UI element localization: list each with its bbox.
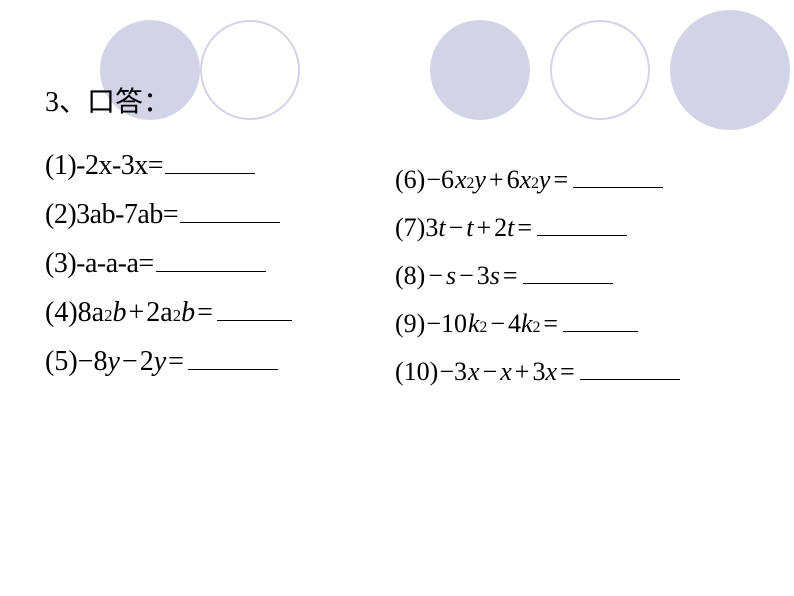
q3-blank [156, 271, 266, 272]
q6-var3: x [520, 165, 532, 195]
q1-number: (1) [45, 150, 76, 182]
decorative-circle-4 [550, 20, 650, 120]
question-5: (5)−8y−2y= [45, 346, 292, 378]
q5-var2: y [154, 346, 166, 378]
q6-coef2: 6 [507, 165, 520, 195]
question-7: (7)3t−t+2t= [395, 213, 680, 243]
question-6: (6)−6x2y+6x2y= [395, 165, 680, 195]
left-column: (1)-2x-3x= (2)3ab-7ab= (3)-a-a-a= (4)8a2… [45, 150, 292, 395]
q7-number: (7) [395, 213, 425, 243]
q5-var1: y [107, 346, 119, 378]
question-3: (3)-a-a-a= [45, 248, 292, 280]
q8-var1: s [446, 261, 456, 291]
q5-coef2: 2 [140, 346, 154, 378]
q6-blank [573, 187, 663, 188]
q9-blank [563, 331, 638, 332]
q10-var2: x [500, 357, 512, 387]
q6-var4: y [539, 165, 551, 195]
q1-blank [165, 173, 255, 174]
q9-var1: k [468, 309, 480, 339]
q5-minus: − [120, 346, 140, 378]
decorative-circle-3 [430, 20, 530, 120]
q4-coef2: 2a [146, 297, 172, 329]
q8-var2: s [490, 261, 500, 291]
q7-blank [537, 235, 627, 236]
q5-eq: = [166, 346, 186, 378]
q2-blank [180, 222, 280, 223]
q3-number: (3) [45, 248, 76, 280]
question-10: (10)−3x−x+3x= [395, 357, 680, 387]
q2-number: (2) [45, 199, 76, 231]
decorative-circle-5 [670, 10, 790, 130]
q9-number: (9) [395, 309, 425, 339]
question-4: (4)8a2b+2a2b= [45, 297, 292, 329]
q5-blank [188, 369, 278, 370]
q8-neg: − [425, 261, 446, 291]
q8-minus: − [456, 261, 477, 291]
q5-coef1: −8 [78, 346, 108, 378]
q6-eq: = [550, 165, 571, 195]
q4-var1: b [112, 297, 126, 329]
q6-var1: x [455, 165, 467, 195]
q2-expr: 3ab-7ab= [76, 199, 178, 231]
q7-coef1: 3 [425, 213, 438, 243]
q10-number: (10) [395, 357, 438, 387]
q10-var3: x [545, 357, 557, 387]
q10-coef1: −3 [438, 357, 468, 387]
q4-number: (4) [45, 297, 78, 329]
q9-coef2: 4 [508, 309, 521, 339]
q6-coef1: −6 [425, 165, 455, 195]
section-heading: 3、口答： [45, 80, 171, 120]
q6-plus: + [486, 165, 507, 195]
q7-var2: t [466, 213, 473, 243]
q3-expr: -a-a-a= [76, 248, 154, 280]
q4-coef1: 8a [78, 297, 104, 329]
q8-blank [523, 283, 613, 284]
q7-coef2: 2 [494, 213, 507, 243]
q5-number: (5) [45, 346, 78, 378]
q10-coef2: 3 [532, 357, 545, 387]
question-9: (9)−10k2−4k2= [395, 309, 680, 339]
q7-var1: t [438, 213, 445, 243]
q9-var2: k [521, 309, 533, 339]
question-1: (1)-2x-3x= [45, 150, 292, 182]
q7-var3: t [507, 213, 514, 243]
q8-eq: = [500, 261, 521, 291]
question-2: (2)3ab-7ab= [45, 199, 292, 231]
q1-expr: -2x-3x= [76, 150, 163, 182]
q7-eq: = [514, 213, 535, 243]
q4-eq: = [195, 297, 215, 329]
q4-plus: + [126, 297, 146, 329]
q7-minus: − [446, 213, 467, 243]
q8-number: (8) [395, 261, 425, 291]
decorative-circle-2 [200, 20, 300, 120]
question-8: (8)−s−3s= [395, 261, 680, 291]
right-column: (6)−6x2y+6x2y= (7)3t−t+2t= (8)−s−3s= (9)… [395, 165, 680, 405]
q9-coef1: −10 [425, 309, 468, 339]
q9-minus: − [487, 309, 508, 339]
q10-blank [580, 379, 680, 380]
q10-var1: x [468, 357, 480, 387]
q4-var2: b [181, 297, 195, 329]
q4-blank [217, 320, 292, 321]
q9-eq: = [540, 309, 561, 339]
q10-eq: = [557, 357, 578, 387]
q7-plus: + [473, 213, 494, 243]
q8-coef: 3 [477, 261, 490, 291]
q6-var2: y [474, 165, 486, 195]
q6-number: (6) [395, 165, 425, 195]
q10-minus: − [480, 357, 501, 387]
q10-plus: + [512, 357, 533, 387]
